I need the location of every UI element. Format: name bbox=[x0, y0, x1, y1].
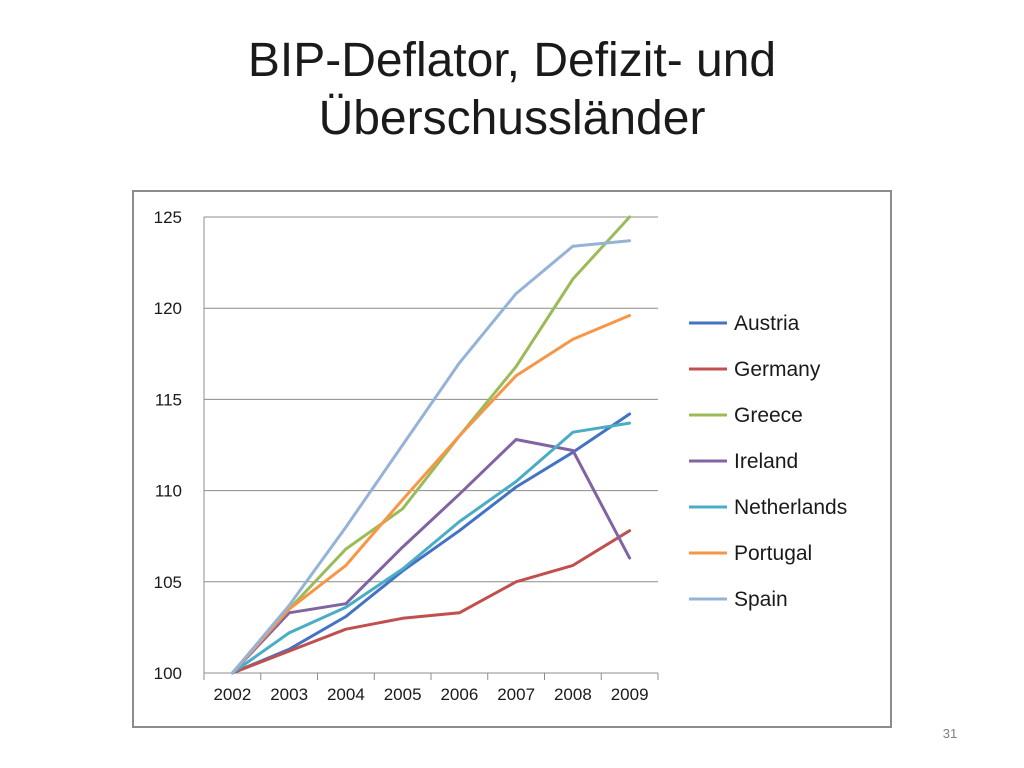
series-line-germany bbox=[230, 529, 632, 675]
slide-title: BIP-Deflator, Defizit- und Überschusslän… bbox=[112, 32, 912, 148]
y-tick-label: 110 bbox=[155, 482, 182, 501]
series-line-portugal bbox=[230, 314, 632, 675]
legend-label-netherlands: Netherlands bbox=[734, 496, 847, 519]
legend-label-ireland: Ireland bbox=[734, 450, 798, 473]
series-line-spain bbox=[230, 239, 632, 675]
page-number: 31 bbox=[942, 726, 958, 741]
legend-label-portugal: Portugal bbox=[734, 542, 812, 565]
series-line-greece bbox=[230, 215, 632, 675]
y-tick-label: 125 bbox=[154, 208, 182, 227]
legend-label-greece: Greece bbox=[734, 404, 803, 427]
series-line-netherlands bbox=[230, 421, 632, 675]
line-chart: 100 105 110 115 120 125 2002 2003 2004 2005 2006 20… bbox=[154, 208, 848, 704]
legend-label-spain: Spain bbox=[734, 588, 788, 611]
slide-title-line-2: Überschussländer bbox=[318, 92, 706, 145]
x-tick-label: 2006 bbox=[440, 685, 478, 704]
x-tick-label: 2003 bbox=[270, 685, 308, 704]
series-line-ireland bbox=[230, 438, 632, 675]
y-tick-label: 115 bbox=[155, 390, 182, 409]
x-tick-label: 2005 bbox=[384, 685, 422, 704]
legend-label-germany: Germany bbox=[734, 358, 821, 381]
x-tick-label: 2009 bbox=[611, 685, 649, 704]
legend-label-austria: Austria bbox=[734, 312, 800, 335]
x-tick-label: 2007 bbox=[497, 685, 535, 704]
x-tick-label: 2008 bbox=[554, 685, 592, 704]
slide-title-line-1: BIP-Deflator, Defizit- und bbox=[247, 34, 777, 87]
y-tick-label: 105 bbox=[154, 573, 182, 592]
x-tick-label: 2004 bbox=[327, 685, 365, 704]
y-tick-label: 120 bbox=[154, 299, 182, 318]
series-line-austria bbox=[230, 412, 632, 675]
x-tick-label: 2002 bbox=[213, 685, 251, 704]
chart-frame: 100 105 110 115 120 125 2002 2003 2004 2005 2006 20… bbox=[132, 190, 892, 728]
y-tick-label: 100 bbox=[154, 664, 182, 683]
